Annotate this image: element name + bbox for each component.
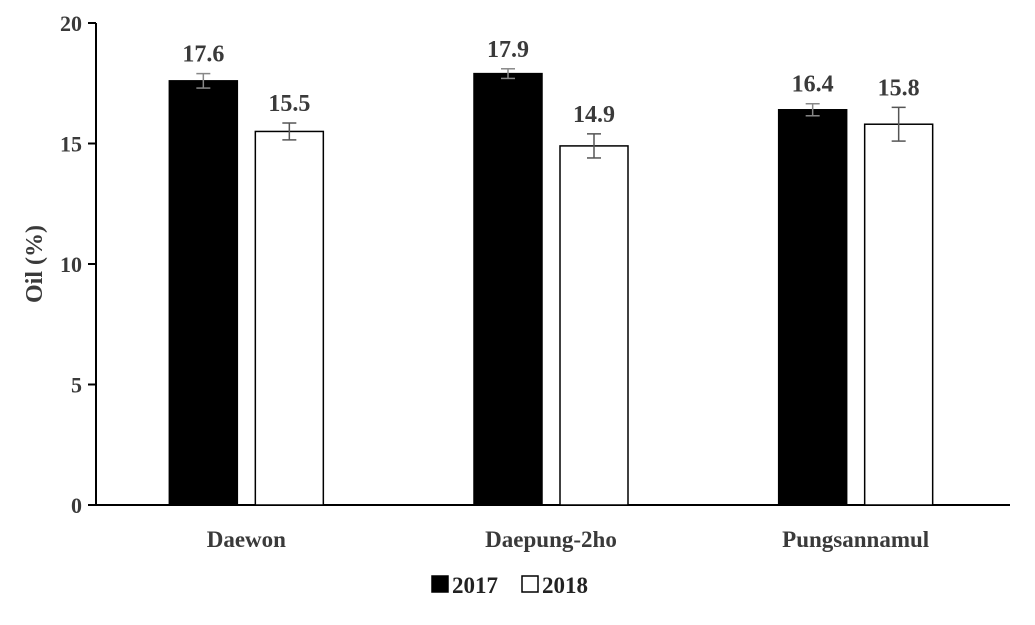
category-labels: Daewon Daepung-2ho Pungsannamul bbox=[207, 527, 929, 552]
value-label: 16.4 bbox=[792, 72, 834, 98]
legend-label: 2017 bbox=[452, 573, 498, 598]
axes: 0 5 10 15 20 bbox=[60, 11, 1010, 518]
value-label: 17.6 bbox=[182, 42, 224, 68]
value-label: 17.9 bbox=[487, 37, 529, 63]
value-label: 14.9 bbox=[573, 102, 615, 128]
legend: 2017 2018 bbox=[431, 573, 588, 598]
category-label: Daepung-2ho bbox=[485, 527, 617, 552]
error-bars bbox=[196, 68, 906, 159]
y-tick-label: 0 bbox=[71, 493, 82, 518]
value-label: 15.8 bbox=[878, 75, 920, 101]
category-label: Pungsannamul bbox=[782, 527, 929, 552]
bar-2018-pungsannamul bbox=[863, 123, 934, 506]
bars bbox=[168, 72, 934, 506]
y-tick-label: 10 bbox=[60, 252, 82, 277]
y-tick-label: 5 bbox=[71, 373, 82, 398]
bar-2017-daepung-2ho bbox=[473, 72, 543, 506]
value-label: 15.5 bbox=[268, 91, 310, 117]
legend-swatch-2017 bbox=[431, 575, 449, 593]
bar-2017-pungsannamul bbox=[777, 109, 848, 506]
bar-2018-daewon bbox=[254, 130, 325, 506]
bar-2018-daepung-2ho bbox=[559, 145, 629, 506]
legend-label: 2018 bbox=[542, 573, 588, 598]
y-tick-label: 15 bbox=[60, 132, 82, 157]
y-axis-label: Oil (%) bbox=[22, 225, 48, 303]
legend-swatch-2018 bbox=[521, 575, 539, 593]
y-tick-label: 20 bbox=[60, 11, 82, 36]
bar-2017-daewon bbox=[168, 80, 239, 506]
category-label: Daewon bbox=[207, 527, 286, 552]
value-labels: 17.6 15.5 17.9 14.9 16.4 15.8 bbox=[182, 37, 919, 128]
